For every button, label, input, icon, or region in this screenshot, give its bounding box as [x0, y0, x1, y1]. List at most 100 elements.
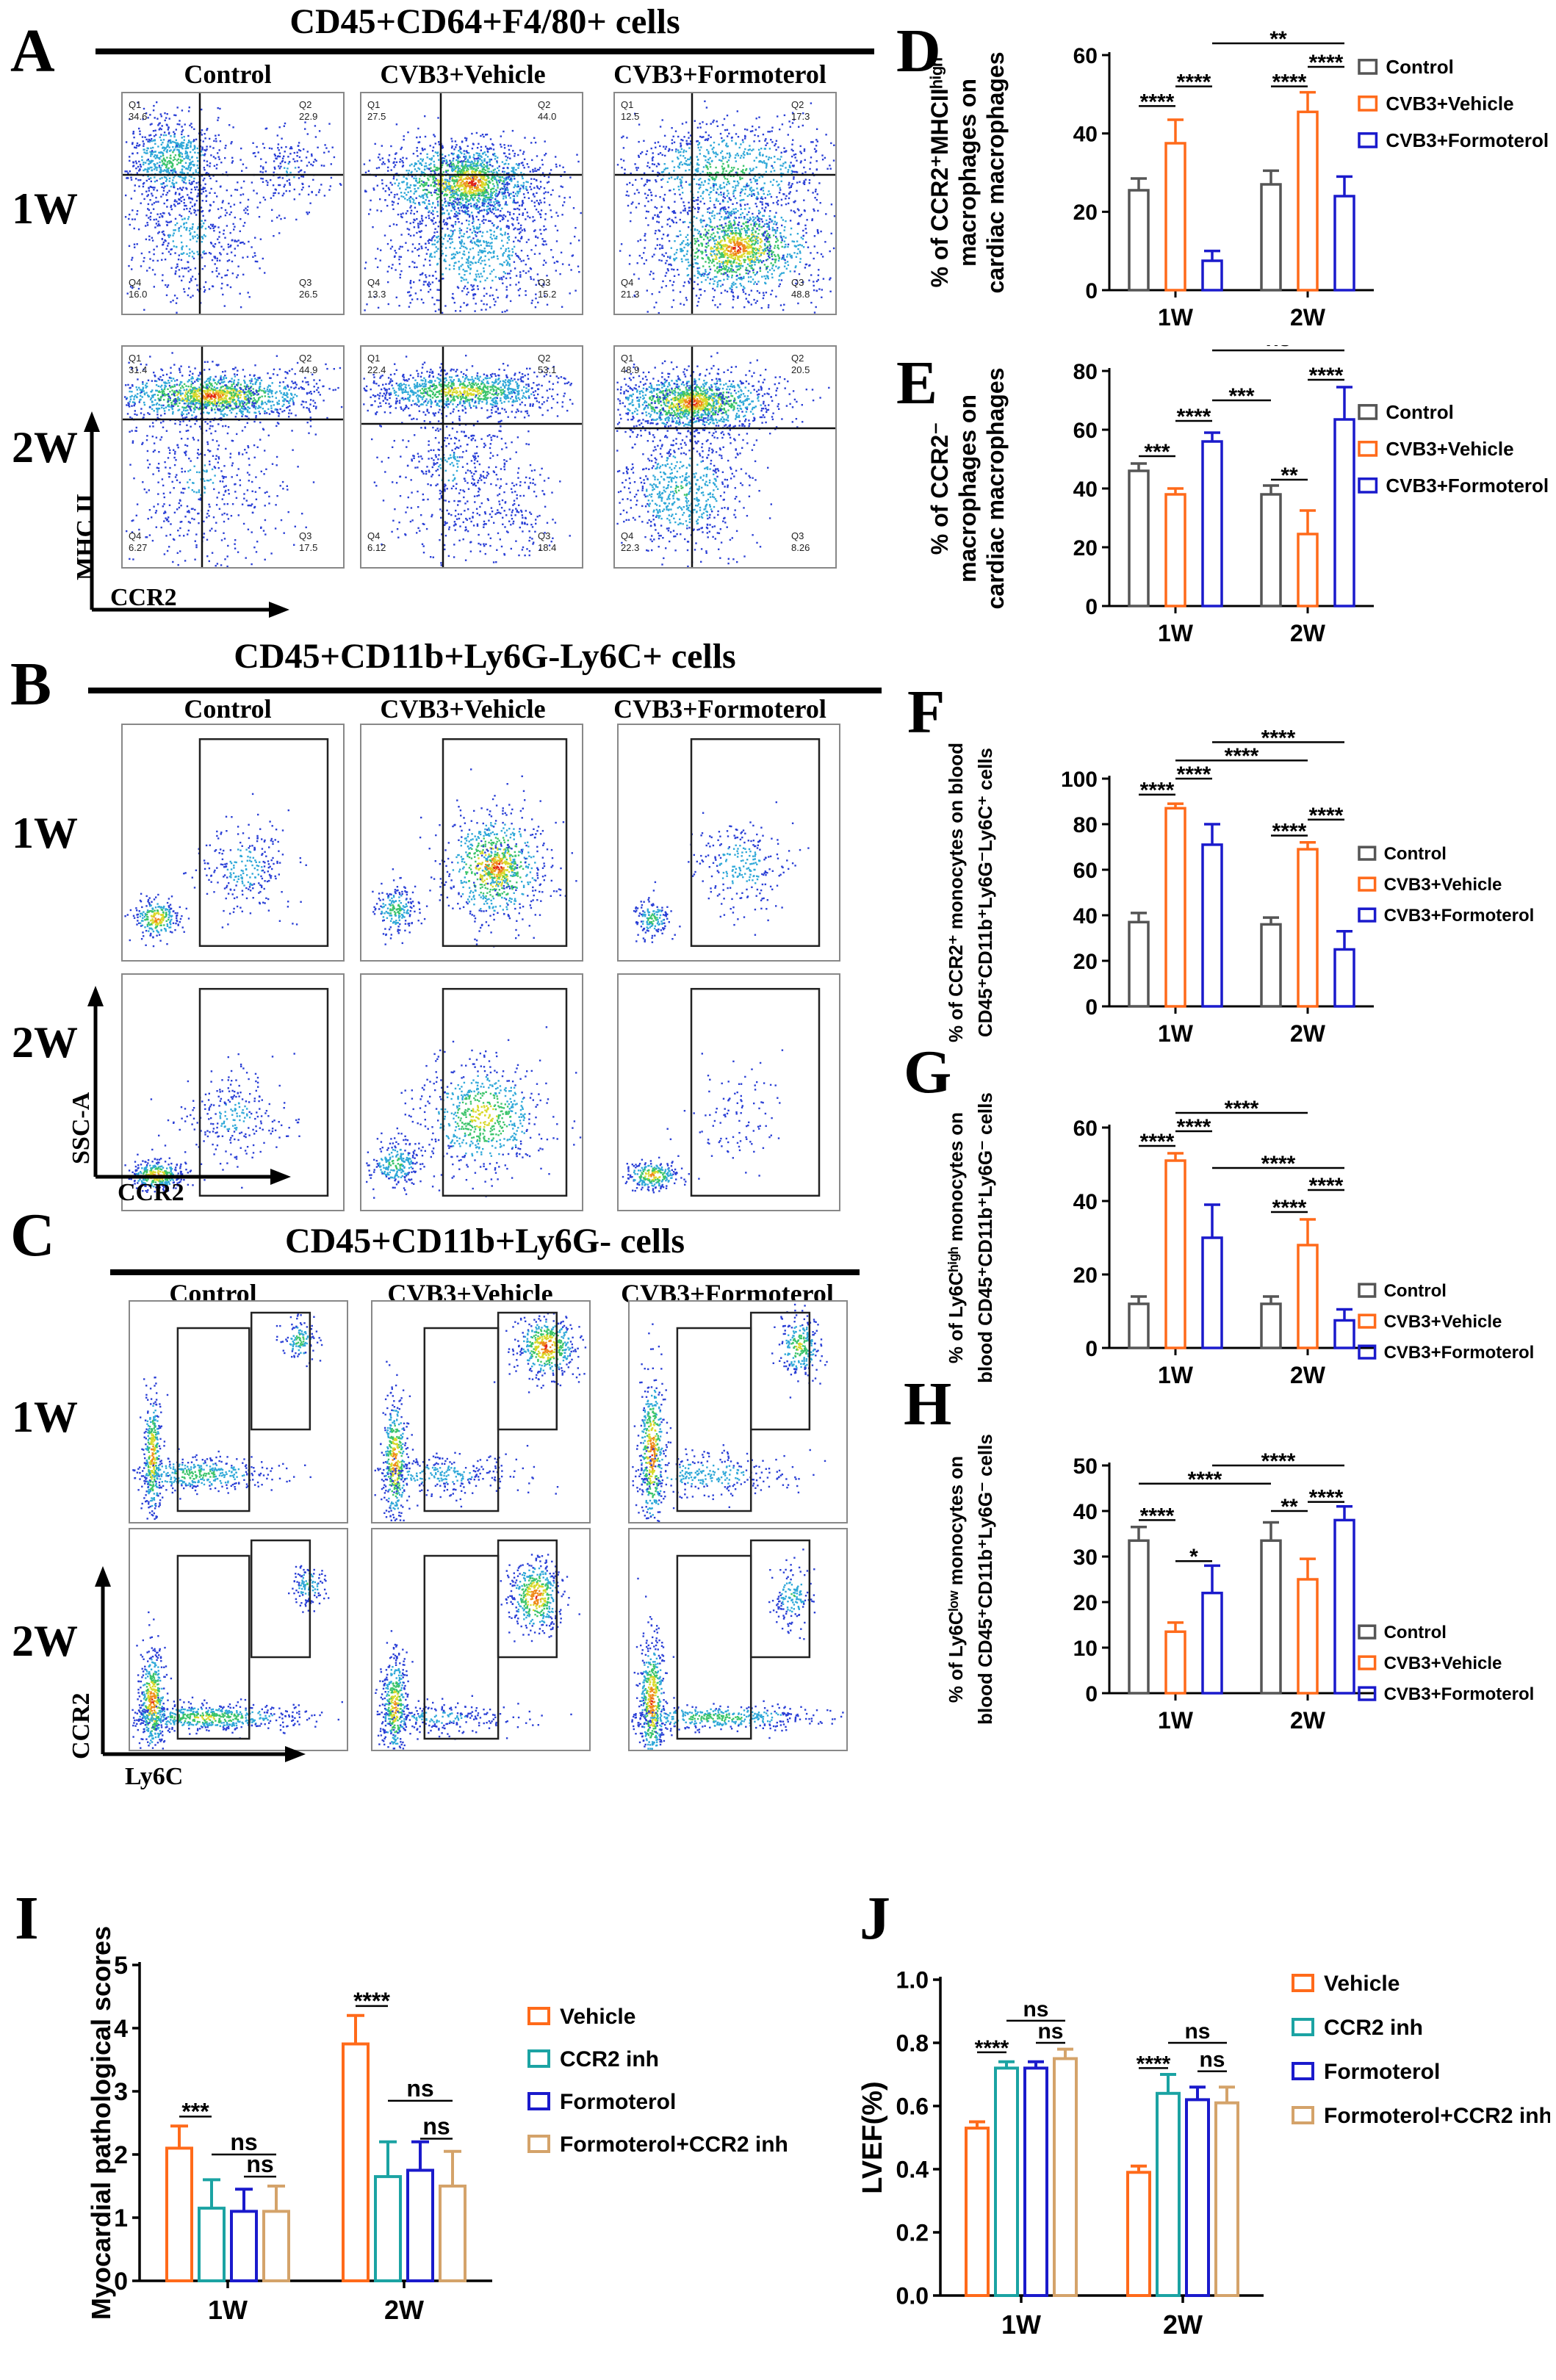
- y-tick-label: 0.6: [896, 2094, 929, 2120]
- quadrant-label: 12.5: [621, 111, 639, 122]
- panel-b-rule: [88, 688, 882, 693]
- significance-label: ***: [181, 2098, 209, 2124]
- quadrant-label: 6.27: [129, 542, 147, 553]
- bar: [1201, 259, 1223, 292]
- legend-swatch: [1358, 1624, 1377, 1640]
- quadrant-label: 17.3: [791, 111, 810, 122]
- y-axis-label: % of CCR2⁻: [926, 422, 953, 555]
- legend-label: CVB3+Formoterol: [1384, 1684, 1535, 1704]
- legend-swatch: [1358, 907, 1377, 923]
- facs-c-plot: [371, 1300, 591, 1523]
- legend-label: Control: [1384, 844, 1447, 864]
- quadrant-label: 16.0: [129, 289, 147, 300]
- y-tick-label: 40: [1073, 904, 1098, 928]
- y-tick-label: 40: [1073, 477, 1098, 502]
- x-tick-label: 2W: [1290, 1362, 1326, 1388]
- legend-label: CVB3+Vehicle: [1386, 93, 1513, 115]
- quadrant-label: 34.6: [129, 111, 147, 122]
- quadrant-label: Q4: [367, 277, 380, 288]
- bar: [1297, 110, 1319, 292]
- significance-label: ****: [975, 2036, 1009, 2060]
- significance-label: ****: [1225, 1097, 1259, 1121]
- legend-label: CCR2 inh: [1324, 2016, 1423, 2040]
- quadrant-label: Q4: [621, 530, 633, 541]
- quadrant-label: Q3: [791, 277, 804, 288]
- panel-a-col-control: Control: [118, 59, 338, 90]
- legend-swatch: [527, 2049, 550, 2068]
- bar: [1333, 948, 1355, 1008]
- bar: [165, 2146, 193, 2282]
- bar: [1201, 440, 1223, 607]
- facs-a-plot: Q1 12.5 Q2 17.3 Q4 21.3 Q3 48.8: [613, 92, 837, 315]
- y-tick-label: 0: [1085, 279, 1098, 303]
- y-tick-label: 20: [1073, 536, 1098, 560]
- x-tick-label: 2W: [1290, 620, 1326, 646]
- significance-label: ns: [246, 2151, 273, 2177]
- panel-d-letter: D: [896, 21, 941, 82]
- legend-swatch: [1292, 2062, 1314, 2080]
- y-tick-label: 4: [114, 2015, 128, 2043]
- bar: [1333, 195, 1355, 292]
- panel-a-xlabel: CCR2: [110, 584, 177, 612]
- facs-b-plot: [121, 973, 345, 1211]
- x-tick-label: 1W: [1158, 1362, 1194, 1388]
- significance-label: ****: [1309, 364, 1344, 388]
- quadrant-label: 13.3: [367, 289, 386, 300]
- facs-b-plot: [360, 973, 583, 1211]
- significance-label: ****: [1137, 2052, 1171, 2076]
- y-tick-label: 5: [114, 1952, 128, 1980]
- panel-a-axis-arrows: [84, 411, 289, 618]
- bar: [1128, 189, 1150, 292]
- panel-a-letter: A: [10, 21, 55, 82]
- panel-a-col-vehicle: CVB3+Vehicle: [345, 59, 580, 90]
- y-axis-label: CD45⁺CD11b⁺Ly6G⁻Ly6C⁺ cells: [974, 748, 996, 1037]
- legend-swatch: [1358, 132, 1378, 148]
- quadrant-label: 48.9: [621, 364, 639, 375]
- significance-label: ****: [1140, 1504, 1175, 1528]
- bar: [1297, 848, 1319, 1008]
- legend-label: CVB3+Formoterol: [1386, 129, 1549, 151]
- legend-swatch: [1358, 441, 1378, 457]
- legend-label: Formoterol+CCR2 inh: [560, 2132, 788, 2157]
- bar: [1260, 1302, 1282, 1349]
- quadrant-label: Q1: [367, 353, 380, 364]
- bar: [994, 2066, 1019, 2297]
- y-tick-label: 0.8: [896, 2030, 929, 2057]
- legend-swatch: [1292, 2106, 1314, 2124]
- legend-swatch: [1358, 1313, 1377, 1329]
- y-tick-label: 2: [114, 2141, 128, 2169]
- chart-f: % of CCR2⁺ monocytes on blood CD45⁺CD11b⁺…: [945, 726, 1534, 1047]
- bar: [1128, 920, 1150, 1008]
- x-tick-label: 1W: [1158, 304, 1194, 331]
- facs-b-plot: [617, 973, 840, 1211]
- quadrant-label: Q1: [129, 353, 141, 364]
- y-tick-label: 20: [1073, 950, 1098, 974]
- quadrant-label: 26.5: [299, 289, 317, 300]
- panel-a-title: CD45+CD64+F4/80+ cells: [96, 4, 874, 40]
- legend-swatch: [1358, 1283, 1377, 1298]
- panel-b-col-formoterol: CVB3+Formoterol: [595, 693, 845, 724]
- chart-e: % of CCR2⁻ macrophages on cardiac macropha…: [926, 345, 1549, 646]
- y-tick-label: 0: [1085, 595, 1098, 619]
- significance-label: ****: [1261, 1449, 1296, 1474]
- legend-label: Formoterol: [1324, 2060, 1440, 2084]
- bar: [342, 2042, 370, 2282]
- facs-b-plot: [617, 724, 840, 962]
- bar: [1201, 843, 1223, 1008]
- significance-label: ****: [1272, 820, 1307, 844]
- bar: [1201, 1591, 1223, 1695]
- y-tick-label: 20: [1073, 201, 1098, 225]
- panel-c-letter: C: [10, 1205, 55, 1266]
- chart-g: % of Ly6Cʰⁱᵍʰ monocytes on blood CD45⁺CD1…: [945, 1092, 1534, 1388]
- y-tick-label: 40: [1073, 1190, 1098, 1214]
- legend-swatch: [1358, 1686, 1377, 1701]
- y-tick-label: 40: [1073, 1500, 1098, 1524]
- significance-label: **: [1269, 29, 1287, 51]
- y-tick-label: 60: [1073, 44, 1098, 68]
- legend-label: Control: [1386, 56, 1453, 78]
- legend-swatch: [1358, 95, 1378, 112]
- y-axis-label: cardiac macrophages: [982, 367, 1009, 609]
- y-tick-label: 0.0: [896, 2283, 929, 2309]
- y-tick-label: 40: [1073, 122, 1098, 146]
- panel-h-letter: H: [904, 1374, 951, 1435]
